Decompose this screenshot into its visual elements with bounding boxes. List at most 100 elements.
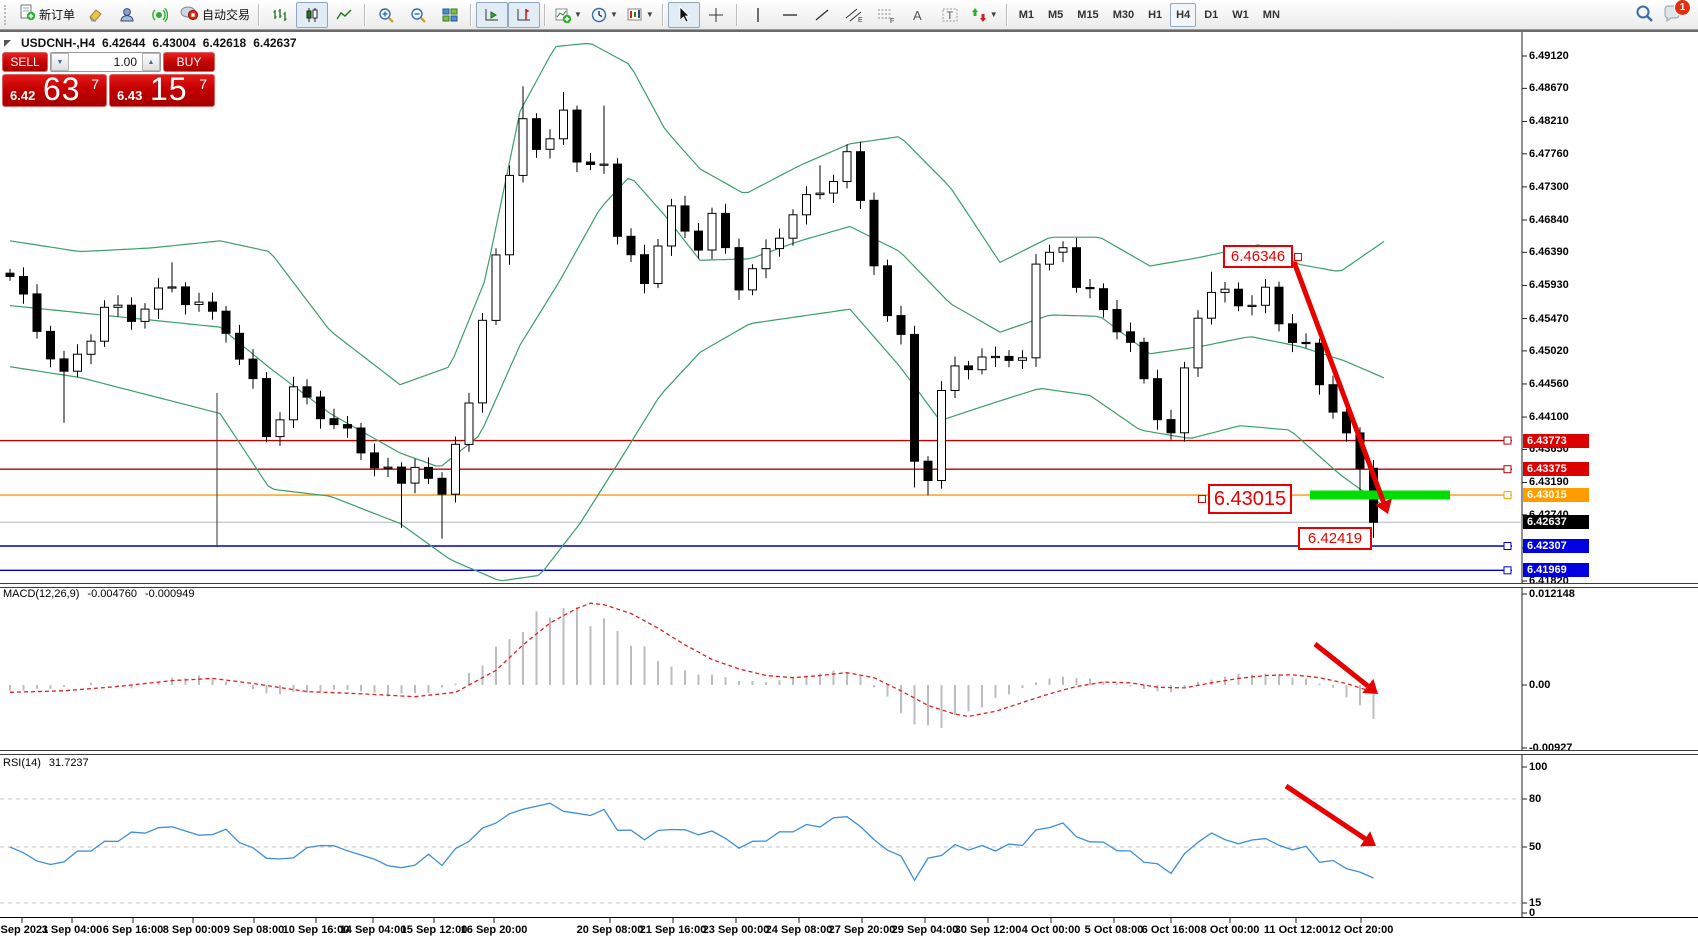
toolbar-separator — [1005, 3, 1008, 26]
annotation-handle[interactable] — [1294, 252, 1302, 261]
price-annotation[interactable]: 6.43015 — [1208, 484, 1292, 514]
candlestick — [829, 181, 838, 194]
eraser-button[interactable] — [79, 2, 111, 28]
zoom-in-icon — [379, 7, 394, 23]
candlestick — [329, 418, 339, 426]
trend-arrow-head[interactable] — [1375, 498, 1392, 514]
level-line-handle[interactable] — [1503, 465, 1512, 474]
vertical-line-tool[interactable] — [742, 2, 774, 28]
one-click-collapse-icon[interactable] — [4, 40, 11, 47]
tile-windows-button[interactable] — [434, 2, 466, 28]
trend-arrow[interactable] — [1284, 783, 1367, 841]
bollinger-lower-band — [9, 308, 1385, 582]
candlestick — [586, 161, 595, 165]
text-tool[interactable]: A — [902, 2, 934, 28]
volume-decrease-button[interactable]: ▼ — [51, 53, 69, 71]
candlestick — [356, 427, 366, 454]
support-button[interactable] — [111, 2, 143, 28]
sell-button[interactable]: SELL — [2, 52, 48, 72]
candlestick — [653, 245, 663, 284]
tile-windows-icon — [442, 8, 458, 21]
trend-arrow-head[interactable] — [1360, 831, 1376, 847]
rsi-tick-label: 100 — [1529, 761, 1548, 773]
price-tick-label: 6.44560 — [1529, 377, 1569, 390]
new-order-button[interactable]: 新订单 — [14, 2, 79, 28]
candlestick — [977, 356, 987, 371]
candlestick — [869, 199, 879, 267]
buy-button[interactable]: BUY — [163, 52, 215, 72]
buy-price-major: 6.43 — [117, 88, 143, 103]
arrows-tool[interactable]: ▼ — [966, 2, 1002, 28]
crosshair-tool-button[interactable] — [700, 2, 732, 28]
trend-arrow-head[interactable] — [1362, 678, 1378, 694]
timeframe-d1[interactable]: D1 — [1204, 8, 1219, 21]
timeframe-m15[interactable]: M15 — [1077, 8, 1099, 21]
candlestick — [262, 378, 271, 438]
price-annotation[interactable]: 6.42419 — [1298, 527, 1372, 550]
volume-increase-button[interactable]: ▲ — [142, 53, 160, 71]
annotation-handle[interactable] — [1198, 495, 1206, 503]
timeframe-h4[interactable]: H4 — [1170, 2, 1197, 27]
fibonacci-tool[interactable]: F — [870, 2, 902, 28]
level-line-handle[interactable] — [1503, 566, 1512, 575]
line-chart-mode-button[interactable] — [328, 2, 360, 28]
buy-price-tile[interactable]: 6.43 15 7 — [109, 71, 215, 107]
rsi-tick-label: 80 — [1529, 793, 1542, 805]
level-line-handle[interactable] — [1503, 436, 1512, 445]
trend-arrow[interactable] — [1291, 261, 1386, 503]
text-label-tool[interactable]: T — [934, 2, 966, 28]
sell-price-tile[interactable]: 6.42 63 7 — [2, 71, 107, 107]
periods-button[interactable]: ▼ — [586, 2, 622, 28]
candlestick — [302, 386, 312, 398]
templates-button[interactable]: ▼ — [622, 2, 658, 28]
candlestick — [761, 248, 771, 270]
volume-input[interactable]: 1.00 — [113, 55, 137, 69]
candlestick — [1274, 286, 1284, 325]
timeframe-w1[interactable]: W1 — [1232, 8, 1249, 21]
search-icon[interactable] — [1634, 3, 1656, 30]
level-line-handle[interactable] — [1503, 491, 1512, 500]
notifications-icon[interactable]: 1 — [1662, 0, 1691, 30]
price-annotation[interactable]: 6.46346 — [1223, 245, 1293, 268]
candlestick — [748, 268, 757, 291]
toolbar-grip[interactable] — [4, 4, 11, 25]
horizontal-line-tool[interactable] — [774, 2, 806, 28]
timeframe-h1[interactable]: H1 — [1148, 8, 1163, 21]
zoom-out-button[interactable] — [402, 2, 434, 28]
panel-separator[interactable] — [0, 750, 1698, 755]
signals-button[interactable] — [143, 2, 175, 28]
text-label-icon: T — [942, 8, 958, 22]
cursor-icon — [679, 5, 690, 23]
candlestick-mode-button[interactable] — [296, 1, 329, 28]
timeframe-m5[interactable]: M5 — [1048, 8, 1064, 21]
bollinger-upper-band — [9, 42, 1385, 386]
auto-trading-button[interactable]: 自动交易 — [175, 2, 254, 28]
zoom-in-button[interactable] — [370, 2, 402, 28]
chart-shift-button[interactable] — [508, 1, 541, 28]
candlestick — [680, 205, 690, 232]
timeframe-m1[interactable]: M1 — [1018, 8, 1034, 21]
trendline-tool[interactable] — [806, 2, 838, 28]
volume-stepper: ▼ 1.00 ▲ — [50, 52, 161, 72]
indicators-button[interactable]: ▼ — [550, 2, 586, 28]
timeframe-m30[interactable]: M30 — [1112, 8, 1135, 21]
price-tick-label: 6.45930 — [1529, 279, 1569, 292]
candlestick — [1301, 341, 1311, 345]
fibonacci-icon: F — [877, 9, 894, 24]
bar-chart-mode-button[interactable] — [264, 2, 296, 28]
timeframe-mn[interactable]: MN — [1262, 8, 1280, 21]
candlestick — [883, 265, 892, 317]
cursor-tool-button[interactable] — [667, 1, 700, 28]
auto-scroll-button[interactable] — [476, 1, 509, 28]
candlestick — [410, 466, 420, 484]
svg-text:F: F — [890, 18, 894, 24]
text-a-icon: A — [913, 8, 922, 23]
time-tick-label: 6 Oct 16:00 — [1141, 924, 1201, 936]
candlestick — [1180, 367, 1189, 434]
toolbar-separator — [470, 3, 473, 26]
equidistant-channel-tool[interactable]: E — [838, 2, 870, 28]
level-line-handle[interactable] — [1503, 542, 1512, 550]
trend-arrow[interactable] — [1313, 642, 1370, 688]
panel-separator[interactable] — [0, 583, 1698, 588]
candlestick — [194, 301, 204, 306]
